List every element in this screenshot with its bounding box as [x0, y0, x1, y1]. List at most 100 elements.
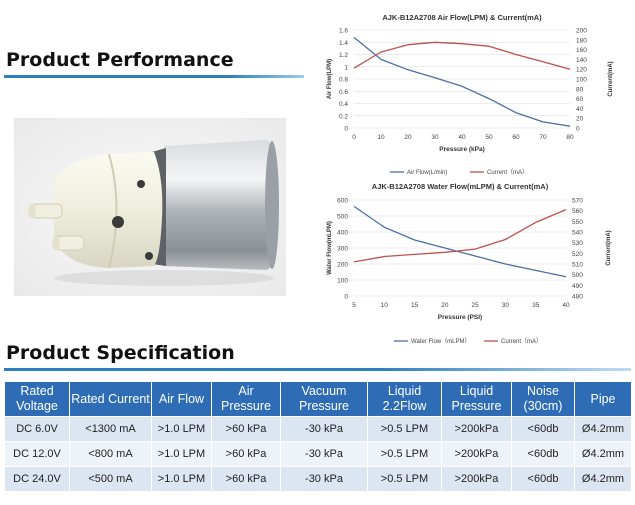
table-row: DC 12.0V <800 mA >1.0 LPM >60 kPa -30 kP… — [4, 441, 632, 467]
header-rated-current: Rated Current — [69, 381, 152, 417]
y-axis-label: Water Flow(mLPM) — [327, 221, 333, 275]
table-cell: Ø4.2mm — [574, 416, 632, 442]
specification-title: Product Specification — [6, 342, 235, 364]
y2-tick-label: 140 — [576, 57, 587, 64]
y2-tick-label: 520 — [572, 251, 583, 258]
x-tick-label: 40 — [562, 302, 570, 309]
y2-tick-label: 510 — [572, 262, 583, 269]
table-cell: >0.5 LPM — [367, 441, 442, 467]
y-tick-label: 100 — [337, 278, 348, 285]
legend-label: Water Flow（mLPM） — [411, 338, 470, 345]
x-tick-label: 5 — [352, 302, 356, 309]
table-cell: -30 kPa — [280, 441, 368, 467]
y2-tick-label: 530 — [572, 240, 583, 247]
x-tick-label: 35 — [532, 302, 540, 309]
water-flow-chart: AJK-B12A2708 Water Flow(mLPM) & Current(… — [318, 180, 634, 350]
y-axis-label: Air Flow(LPM) — [327, 59, 333, 99]
y-tick-label: 0.8 — [339, 77, 348, 84]
table-cell: <1300 mA — [69, 416, 152, 442]
legend-label: Current（mA） — [501, 338, 542, 345]
y-tick-label: 0 — [344, 126, 348, 133]
pump-illustration — [14, 118, 286, 296]
x-tick-label: 10 — [377, 134, 385, 141]
y-tick-label: 1.2 — [339, 52, 348, 59]
table-row: DC 6.0V <1300 mA >1.0 LPM >60 kPa -30 kP… — [4, 416, 632, 442]
performance-title: Product Performance — [6, 49, 234, 71]
air-flow-chart: AJK-B12A2708 Air Flow(LPM) & Current(mA)… — [318, 2, 634, 180]
table-cell: >1.0 LPM — [151, 416, 212, 442]
x-tick-label: 30 — [431, 134, 439, 141]
y-tick-label: 0.2 — [339, 113, 348, 120]
table-cell: DC 12.0V — [4, 441, 70, 467]
y2-tick-label: 480 — [572, 294, 583, 301]
specification-title-underline — [4, 368, 631, 371]
x-tick-label: 70 — [539, 134, 547, 141]
series-line-2 — [353, 209, 567, 263]
chart-title: AJK-B12A2708 Water Flow(mLPM) & Current(… — [372, 182, 549, 191]
y-tick-label: 0.4 — [339, 101, 348, 108]
table-cell: >60 kPa — [211, 466, 281, 492]
table-cell: Ø4.2mm — [574, 441, 632, 467]
header-pipe: Pipe — [574, 381, 632, 417]
y-tick-label: 200 — [337, 262, 348, 269]
x-tick-label: 60 — [512, 134, 520, 141]
y2-tick-label: 100 — [576, 77, 587, 84]
table-cell: >1.0 LPM — [151, 466, 212, 492]
x-tick-label: 25 — [472, 302, 480, 309]
legend-label: Air Flow(L/min) — [407, 170, 447, 176]
header-air-pressure: Air Pressure — [211, 381, 281, 417]
table-cell: >0.5 LPM — [367, 466, 442, 492]
y-tick-label: 300 — [337, 246, 348, 253]
y2-tick-label: 60 — [576, 96, 584, 103]
table-cell: >60 kPa — [211, 416, 281, 442]
y-tick-label: 400 — [337, 230, 348, 237]
table-cell: >60 kPa — [211, 441, 281, 467]
table-cell: >0.5 LPM — [367, 416, 442, 442]
table-cell: DC 6.0V — [4, 416, 70, 442]
x-tick-label: 10 — [381, 302, 389, 309]
y2-tick-label: 490 — [572, 283, 583, 290]
series-line-2 — [353, 41, 571, 70]
chart-title: AJK-B12A2708 Air Flow(LPM) & Current(mA) — [382, 13, 542, 22]
header-air-flow: Air Flow — [151, 381, 212, 417]
table-cell: <800 mA — [69, 441, 152, 467]
table-cell: >200kPa — [441, 441, 512, 467]
y-tick-label: 1.4 — [339, 40, 348, 47]
header-noise: Noise (30cm) — [511, 381, 575, 417]
x-tick-label: 15 — [411, 302, 419, 309]
header-vacuum-pressure: Vacuum Pressure — [280, 381, 368, 417]
y2-tick-label: 40 — [576, 106, 584, 113]
x-axis-label: Pressure (kPa) — [439, 146, 485, 153]
table-cell: <500 mA — [69, 466, 152, 492]
y2-tick-label: 200 — [576, 28, 587, 35]
product-photo — [14, 118, 286, 296]
x-tick-label: 20 — [441, 302, 449, 309]
y2-tick-label: 160 — [576, 47, 587, 54]
water-flow-chart-svg: AJK-B12A2708 Water Flow(mLPM) & Current(… — [327, 182, 612, 345]
series-line-1 — [353, 36, 571, 127]
y-tick-label: 600 — [337, 198, 348, 205]
y-tick-label: 1.6 — [339, 28, 348, 35]
header-liquid-pressure: Liquid Pressure — [441, 381, 512, 417]
y2-tick-label: 80 — [576, 86, 584, 93]
table-cell: -30 kPa — [280, 416, 368, 442]
table-cell: <60db — [511, 441, 575, 467]
table-cell: Ø4.2mm — [574, 466, 632, 492]
table-cell: -30 kPa — [280, 466, 368, 492]
y2-tick-label: 570 — [572, 198, 583, 205]
x-tick-label: 20 — [404, 134, 412, 141]
x-tick-label: 80 — [566, 134, 574, 141]
y2-tick-label: 180 — [576, 37, 587, 44]
x-tick-label: 50 — [485, 134, 493, 141]
y2-axis-label: Current(mA) — [606, 230, 612, 265]
y2-tick-label: 500 — [572, 272, 583, 279]
y2-tick-label: 540 — [572, 230, 583, 237]
y-tick-label: 0 — [344, 294, 348, 301]
y2-axis-label: Current(mA) — [608, 61, 614, 96]
series-line-1 — [353, 205, 567, 278]
y-tick-label: 0.6 — [339, 89, 348, 96]
table-cell: DC 24.0V — [4, 466, 70, 492]
table-cell: >1.0 LPM — [151, 441, 212, 467]
table-cell: >200kPa — [441, 416, 512, 442]
table-row: DC 24.0V <500 mA >1.0 LPM >60 kPa -30 kP… — [4, 466, 632, 492]
